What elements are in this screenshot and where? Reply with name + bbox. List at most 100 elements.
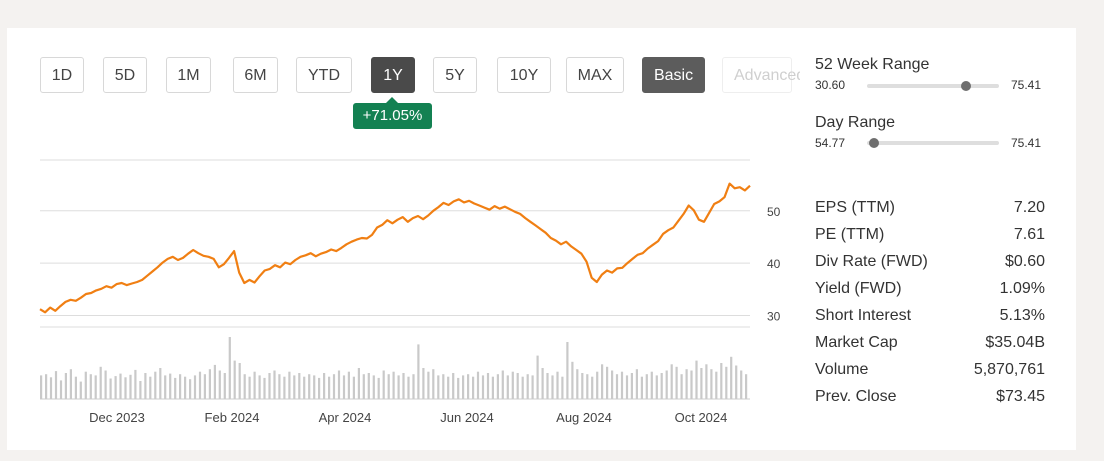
volume-bar [169, 373, 172, 399]
day-range-high: 75.41 [1011, 136, 1042, 150]
volume-bar [54, 371, 58, 399]
volume-bar [392, 371, 395, 399]
stat-row-pe-ttm: PE (TTM) 7.61 [815, 221, 1045, 248]
volume-bar [476, 371, 480, 399]
time-range-selector: 1D 5D 1M 6M YTD 1Y 5Y 10Y MAX Basic Advanced [40, 57, 800, 95]
range-button-5d[interactable]: 5D [103, 57, 147, 93]
volume-bar [332, 374, 336, 399]
volume-bar [511, 371, 514, 399]
volume-bar [382, 370, 385, 399]
volume-bar [625, 375, 629, 399]
volume-bar [213, 364, 216, 399]
volume-bar [710, 369, 713, 399]
volume-bar [198, 371, 202, 399]
range-button-ytd[interactable]: YTD [296, 57, 352, 93]
volume-bar [437, 375, 440, 399]
volume-bar [283, 376, 286, 399]
volume-bar [114, 376, 117, 399]
stat-label: Volume [815, 361, 869, 378]
volume-bar [735, 365, 738, 399]
range-button-5y[interactable]: 5Y [433, 57, 477, 93]
volume-bar [228, 337, 231, 399]
x-tick-label: Aug 2024 [556, 410, 612, 425]
volume-bar [630, 373, 633, 399]
volume-bar [278, 374, 281, 399]
volume-bar [635, 369, 638, 399]
volume-bar [536, 355, 539, 399]
volume-bar [149, 376, 152, 399]
volume-bar [342, 375, 346, 399]
volume-bar [129, 374, 132, 399]
volume-bar [64, 373, 67, 399]
volume-bar [357, 368, 360, 399]
volume-bar [541, 368, 544, 399]
stat-label: Prev. Close [815, 388, 897, 405]
volume-bar [218, 370, 221, 399]
stat-value: $0.60 [1004, 253, 1045, 270]
volume-bar [576, 369, 579, 399]
volume-bar [472, 376, 475, 399]
volume-bar [725, 366, 728, 399]
range-button-10y[interactable]: 10Y [497, 57, 551, 93]
volume-bar [521, 376, 524, 399]
range-button-max[interactable]: MAX [566, 57, 624, 93]
volume-bar [223, 373, 226, 399]
volume-bar [208, 369, 211, 399]
x-tick-label: Oct 2024 [675, 410, 728, 425]
y-tick-label: 50 [767, 205, 781, 219]
volume-bar [586, 374, 589, 399]
volume-bar [144, 373, 147, 399]
stat-value: 7.61 [1013, 226, 1045, 243]
volume-bar [89, 374, 92, 399]
day-range-marker [868, 138, 879, 148]
volume-bar [193, 375, 197, 399]
chart-gridlines [40, 159, 750, 328]
volume-bar [59, 380, 63, 399]
volume-bar [109, 378, 112, 399]
volume-bar [650, 371, 653, 399]
volume-bar [179, 374, 182, 399]
range-button-6m[interactable]: 6M [233, 57, 278, 93]
volume-bar [556, 371, 559, 399]
volume-bar [293, 375, 296, 399]
range-button-1d[interactable]: 1D [40, 57, 84, 93]
stat-row-div-rate-fwd: Div Rate (FWD) $0.60 [815, 248, 1045, 275]
volume-bar [347, 371, 350, 399]
volume-bar [303, 376, 306, 399]
price-line [39, 182, 751, 314]
volume-bar [387, 374, 390, 399]
stat-label: Short Interest [815, 307, 912, 324]
volume-bar [298, 373, 301, 399]
y-tick-label: 40 [767, 257, 781, 271]
range-button-1m[interactable]: 1M [166, 57, 211, 93]
mode-button-basic[interactable]: Basic [642, 57, 705, 93]
range-button-1y[interactable]: 1Y [371, 57, 415, 93]
stat-label: Div Rate (FWD) [815, 253, 928, 270]
volume-bar [486, 373, 490, 399]
volume-bar [397, 375, 400, 399]
stat-value: $35.04B [985, 334, 1045, 351]
volume-bar [496, 374, 499, 399]
week52-range-label: 52 Week Range [815, 56, 930, 73]
volume-bar [427, 371, 430, 399]
volume-bar [417, 344, 420, 399]
volume-bar [665, 370, 668, 399]
volume-bar [675, 366, 678, 399]
volume-bar [402, 373, 405, 399]
volume-bar [412, 374, 415, 399]
volume-bar [164, 375, 167, 399]
volume-bar [243, 374, 246, 399]
volume-bar [407, 376, 410, 399]
volume-bar [546, 373, 549, 399]
volume-bar [273, 370, 276, 399]
x-tick-label: Feb 2024 [205, 410, 260, 425]
mode-button-advanced[interactable]: Advanced [722, 57, 800, 93]
volume-bar [159, 368, 162, 399]
volume-bar [263, 377, 266, 399]
x-tick-label: Jun 2024 [440, 410, 494, 425]
volume-bar [367, 373, 370, 399]
volume-bar [591, 376, 594, 399]
volume-bar [571, 361, 574, 399]
stat-row-prev-close: Prev. Close $73.45 [815, 383, 1045, 410]
volume-bar [139, 381, 142, 399]
